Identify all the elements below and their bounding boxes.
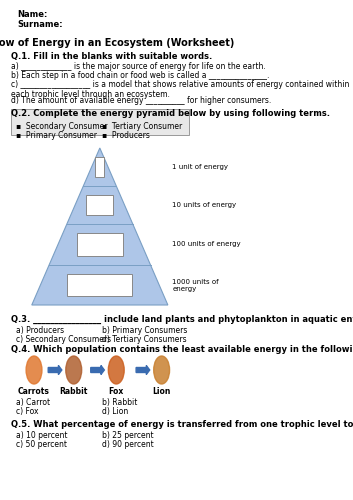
Text: c) Fox: c) Fox — [16, 407, 38, 416]
Bar — [86, 194, 113, 216]
Text: Q.3. ________________ include land plants and phytoplankton in aquatic environme: Q.3. ________________ include land plant… — [11, 315, 353, 324]
Text: Q.1. Fill in the blanks with suitable words.: Q.1. Fill in the blanks with suitable wo… — [11, 52, 213, 61]
Text: c) __________________ is a model that shows relative amounts of energy contained: c) __________________ is a model that sh… — [11, 80, 350, 100]
Text: b) Primary Consumers: b) Primary Consumers — [102, 326, 187, 335]
Circle shape — [108, 356, 124, 384]
Text: Q.5. What percentage of energy is transferred from one trophic level to the next: Q.5. What percentage of energy is transf… — [11, 420, 353, 429]
Text: d) 90 percent: d) 90 percent — [102, 440, 154, 449]
Polygon shape — [32, 148, 168, 305]
Text: Surname:: Surname: — [17, 20, 62, 29]
Text: a) Producers: a) Producers — [16, 326, 64, 335]
Bar — [77, 233, 123, 256]
Bar — [95, 156, 104, 178]
Text: Rabbit: Rabbit — [60, 387, 88, 396]
Text: c) 50 percent: c) 50 percent — [16, 440, 67, 449]
Text: Lion: Lion — [152, 387, 171, 396]
Text: b) Rabbit: b) Rabbit — [102, 398, 137, 407]
Text: 1000 units of
energy: 1000 units of energy — [172, 278, 219, 291]
Text: ▪  Tertiary Consumer: ▪ Tertiary Consumer — [102, 122, 183, 131]
Circle shape — [26, 356, 42, 384]
FancyBboxPatch shape — [11, 109, 189, 135]
Text: Carrots: Carrots — [18, 387, 50, 396]
Bar — [67, 274, 132, 296]
Circle shape — [154, 356, 169, 384]
Text: The Flow of Energy in an Ecosystem (Worksheet): The Flow of Energy in an Ecosystem (Work… — [0, 38, 234, 48]
Text: 1 unit of energy: 1 unit of energy — [172, 164, 228, 170]
Text: c) Secondary Consumers: c) Secondary Consumers — [16, 335, 111, 344]
Circle shape — [66, 356, 82, 384]
Text: d) Tertiary Consumers: d) Tertiary Consumers — [102, 335, 187, 344]
Text: d) The amount of available energy __________ for higher consumers.: d) The amount of available energy ______… — [11, 96, 271, 105]
Text: d) Lion: d) Lion — [102, 407, 128, 416]
Text: a) 10 percent: a) 10 percent — [16, 431, 67, 440]
Text: a) Carrot: a) Carrot — [16, 398, 50, 407]
Text: b) 25 percent: b) 25 percent — [102, 431, 154, 440]
Text: ▪  Primary Consumer: ▪ Primary Consumer — [16, 131, 97, 140]
FancyArrow shape — [91, 366, 104, 374]
FancyArrow shape — [136, 366, 150, 374]
FancyArrow shape — [48, 366, 62, 374]
Text: Q.2. Complete the energy pyramid below by using following terms.: Q.2. Complete the energy pyramid below b… — [11, 109, 330, 118]
Text: b) Each step in a food chain or food web is called a _______________.: b) Each step in a food chain or food web… — [11, 71, 270, 80]
Text: ▪  Producers: ▪ Producers — [102, 131, 150, 140]
Text: a) _____________ is the major source of energy for life on the earth.: a) _____________ is the major source of … — [11, 62, 266, 71]
Text: 10 units of energy: 10 units of energy — [172, 202, 237, 208]
Text: Fox: Fox — [109, 387, 124, 396]
Text: Name:: Name: — [17, 10, 47, 19]
Text: Q.4. Which population contains the least available energy in the following food : Q.4. Which population contains the least… — [11, 345, 353, 354]
Text: ▪  Secondary Consumer: ▪ Secondary Consumer — [16, 122, 107, 131]
Text: 100 units of energy: 100 units of energy — [172, 241, 241, 247]
